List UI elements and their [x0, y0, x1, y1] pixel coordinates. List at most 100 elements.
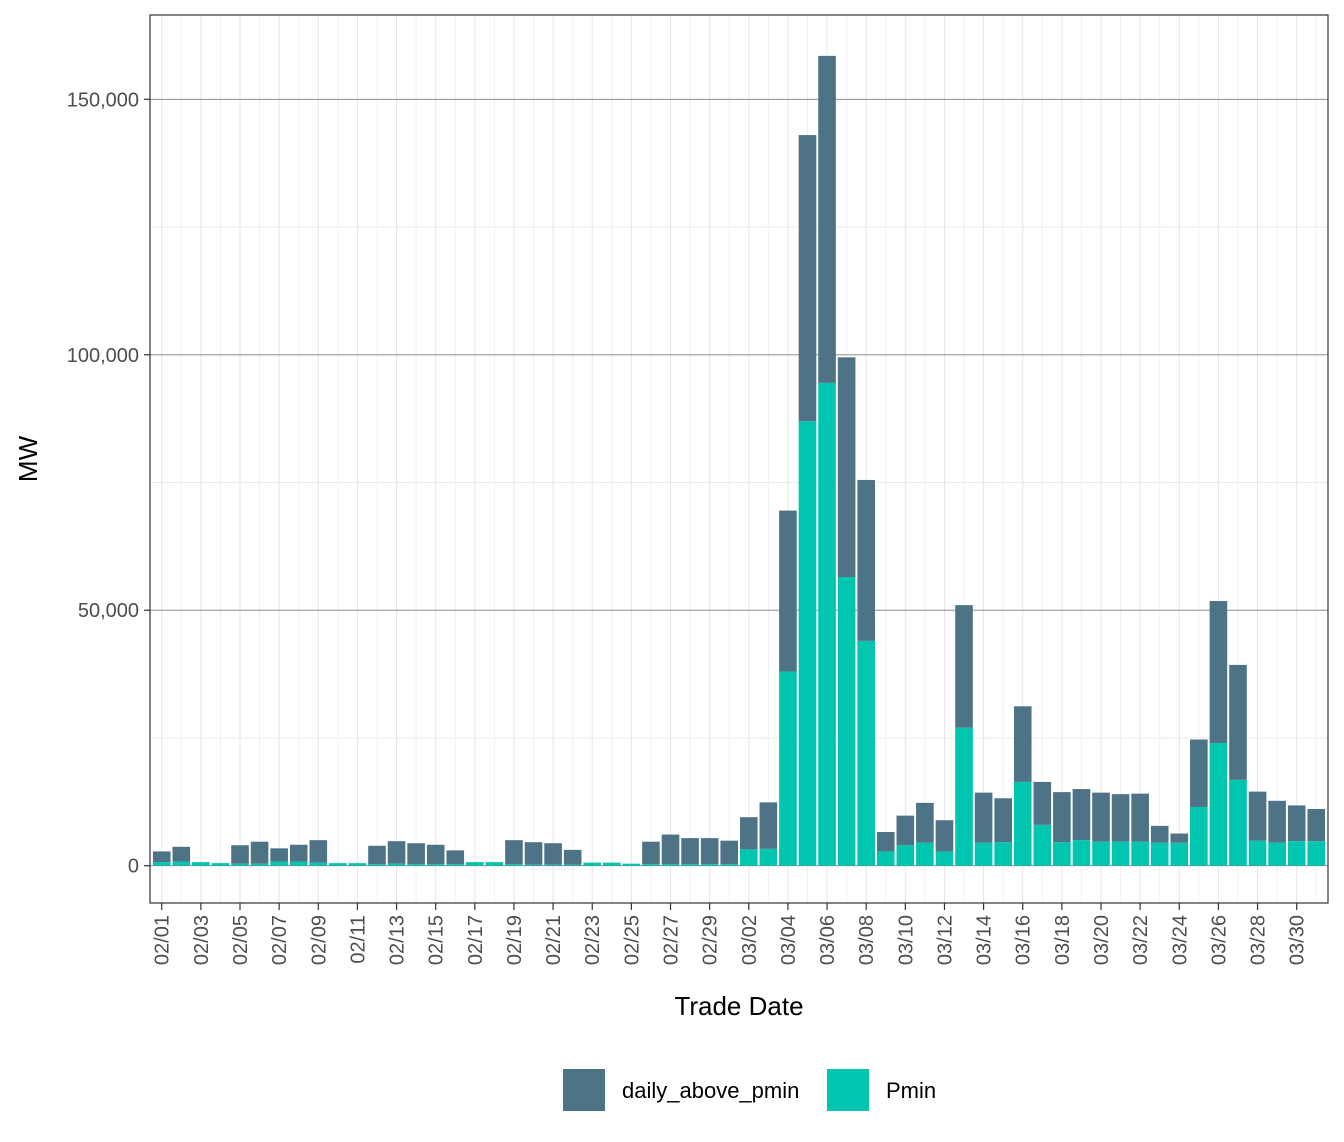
- x-tick-label: 02/03: [191, 915, 213, 965]
- x-tick-label: 02/09: [308, 915, 330, 965]
- bar-daily-above-pmin: [798, 135, 817, 422]
- y-axis-title: MW: [13, 435, 43, 482]
- bar-daily-above-pmin: [1287, 805, 1306, 842]
- bar-pmin: [583, 862, 602, 866]
- bar-pmin: [837, 577, 856, 866]
- x-tick-label: 02/23: [582, 915, 604, 965]
- bar-daily-above-pmin: [270, 848, 288, 862]
- bar-daily-above-pmin: [407, 843, 425, 865]
- bar-daily-above-pmin: [779, 510, 797, 672]
- bar-pmin: [348, 863, 367, 866]
- bar-pmin: [192, 862, 210, 866]
- bar-daily-above-pmin: [289, 844, 308, 862]
- bar-daily-above-pmin: [231, 845, 249, 864]
- bar-daily-above-pmin: [387, 841, 406, 864]
- plot-panel-border: [149, 14, 1329, 904]
- bar-daily-above-pmin: [544, 843, 562, 865]
- x-tick-label: 03/12: [934, 915, 956, 965]
- legend-label-daily-above-pmin: daily_above_pmin: [622, 1078, 799, 1103]
- bar-daily-above-pmin: [720, 840, 739, 865]
- x-axis-title: Trade Date: [674, 991, 803, 1021]
- bar-pmin: [505, 864, 523, 866]
- bar-pmin: [857, 640, 875, 866]
- bar-pmin: [250, 863, 269, 866]
- legend: daily_above_pmin Pmin: [563, 1069, 936, 1111]
- bar-pmin: [407, 864, 425, 866]
- bar-daily-above-pmin: [955, 605, 973, 728]
- bar-daily-above-pmin: [1229, 664, 1247, 780]
- bar-pmin: [681, 864, 699, 866]
- bar-daily-above-pmin: [818, 55, 836, 383]
- x-tick-label: 02/25: [621, 915, 643, 965]
- bar-pmin: [779, 671, 797, 866]
- x-tick-label: 03/28: [1248, 915, 1270, 965]
- bar-daily-above-pmin: [739, 817, 758, 850]
- bar-pmin: [1248, 840, 1267, 866]
- bar-daily-above-pmin: [935, 820, 954, 852]
- bar-pmin: [994, 842, 1012, 866]
- x-axis: 02/01 02/03 02/05 02/07 02/09 02/11 02/13 02/15…: [152, 903, 1309, 965]
- bar-daily-above-pmin: [896, 815, 915, 846]
- bar-daily-above-pmin: [505, 840, 523, 865]
- bar-pmin: [1013, 781, 1032, 866]
- bar-daily-above-pmin: [1268, 800, 1286, 843]
- bar-pmin: [759, 848, 778, 866]
- y-tick-label: 150,000: [67, 89, 139, 111]
- x-tick-label: 02/21: [543, 915, 565, 965]
- bar-pmin: [739, 849, 758, 866]
- x-tick-label: 02/15: [426, 915, 448, 965]
- bar-pmin: [231, 863, 249, 866]
- bar-pmin: [1268, 842, 1286, 866]
- legend-key-pmin: [827, 1069, 869, 1111]
- bar-daily-above-pmin: [857, 479, 875, 641]
- x-tick-label: 02/27: [661, 915, 683, 965]
- x-tick-label: 03/10: [895, 915, 917, 965]
- bar-daily-above-pmin: [1033, 781, 1052, 825]
- bar-daily-above-pmin: [661, 834, 680, 865]
- bar-pmin: [211, 863, 230, 866]
- bar-daily-above-pmin: [1092, 792, 1110, 842]
- bar-daily-above-pmin: [368, 845, 386, 865]
- bar-pmin: [1190, 806, 1208, 866]
- bar-pmin: [876, 851, 895, 866]
- bar-daily-above-pmin: [446, 850, 465, 865]
- bar-daily-above-pmin: [563, 849, 582, 865]
- x-tick-label: 03/24: [1169, 915, 1191, 965]
- bar-pmin: [289, 861, 308, 866]
- bar-pmin: [309, 862, 328, 866]
- legend-label-pmin: Pmin: [886, 1078, 936, 1103]
- bar-daily-above-pmin: [974, 792, 993, 843]
- bar-pmin: [1229, 779, 1247, 866]
- bar-daily-above-pmin: [152, 851, 171, 863]
- y-tick-label: 50,000: [78, 600, 139, 622]
- bar-pmin: [1287, 841, 1306, 866]
- bar-pmin: [955, 727, 973, 866]
- y-tick-label: 100,000: [67, 345, 139, 367]
- bar-daily-above-pmin: [1248, 791, 1267, 841]
- bar-pmin: [426, 864, 445, 866]
- x-tick-label: 03/04: [778, 915, 800, 965]
- y-tick-label: 0: [128, 856, 139, 878]
- bar-pmin: [563, 864, 582, 866]
- bar-daily-above-pmin: [642, 841, 660, 865]
- bar-daily-above-pmin: [681, 838, 699, 865]
- bar-pmin: [622, 863, 641, 866]
- bar-pmin: [1170, 842, 1189, 866]
- bar-pmin: [1150, 842, 1169, 866]
- x-tick-label: 03/18: [1052, 915, 1074, 965]
- bar-daily-above-pmin: [1013, 706, 1032, 782]
- bar-pmin: [720, 864, 739, 866]
- x-tick-label: 02/29: [700, 915, 722, 965]
- x-tick-label: 02/11: [347, 915, 369, 964]
- bar-daily-above-pmin: [1053, 792, 1071, 843]
- bar-pmin: [603, 862, 621, 866]
- x-tick-label: 03/02: [739, 915, 761, 965]
- legend-key-daily-above-pmin: [563, 1069, 605, 1111]
- bar-daily-above-pmin: [1307, 808, 1326, 842]
- bar-pmin: [974, 842, 993, 866]
- bar-daily-above-pmin: [426, 844, 445, 865]
- bar-daily-above-pmin: [876, 831, 895, 852]
- x-tick-label: 02/01: [152, 915, 174, 965]
- bars: [152, 55, 1326, 866]
